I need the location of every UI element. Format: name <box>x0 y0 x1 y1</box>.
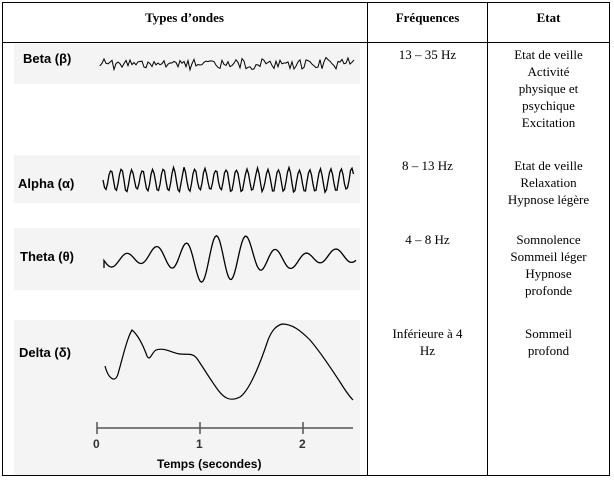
delta-state-line-2: profond <box>527 343 570 358</box>
time-tick-label-2: 2 <box>299 437 306 451</box>
theta-wave-panel <box>14 228 360 290</box>
delta-wave-panel <box>14 320 360 475</box>
header-wave-types: Types d’ondes <box>145 10 224 25</box>
beta-state: Etat de veille Activité physique et psyc… <box>488 46 609 131</box>
beta-state-line-3: physique et <box>518 81 579 96</box>
table-border-left <box>2 2 3 476</box>
theta-label: Theta (θ) <box>20 249 74 264</box>
beta-state-line-4: psychique <box>522 98 575 113</box>
alpha-state-line-2: Relaxation <box>520 175 577 190</box>
theta-state-line-1: Somnolence <box>516 232 581 247</box>
theta-state: Somnolence Sommeil léger Hypnose profond… <box>488 231 609 299</box>
time-axis-label: Temps (secondes) <box>157 457 262 471</box>
beta-state-line-5: Excitation <box>521 115 576 130</box>
beta-state-line-2: Activité <box>527 64 570 79</box>
header-separator <box>2 42 610 43</box>
beta-waveform <box>99 56 355 72</box>
time-tick-label-1: 1 <box>196 437 203 451</box>
beta-label: Beta (β) <box>23 51 72 66</box>
alpha-frequency: 8 – 13 Hz <box>402 158 453 173</box>
column-divider-2 <box>487 2 488 476</box>
table-border-bottom <box>2 475 610 476</box>
alpha-waveform <box>102 164 355 195</box>
delta-frequency: Inférieure à 4 Hz <box>368 325 487 359</box>
theta-state-line-4: profonde <box>525 283 572 298</box>
delta-waveform <box>104 323 354 401</box>
alpha-state: Etat de veille Relaxation Hypnose légère <box>488 157 609 208</box>
theta-frequency: 4 – 8 Hz <box>405 232 450 247</box>
delta-label: Delta (δ) <box>19 345 71 360</box>
theta-state-line-2: Sommeil léger <box>510 249 587 264</box>
header-frequencies: Fréquences <box>395 10 460 25</box>
table-border-top <box>2 2 610 3</box>
delta-frequency-line-2: Hz <box>419 343 436 358</box>
beta-state-line-1: Etat de veille <box>514 47 583 62</box>
beta-frequency: 13 – 35 Hz <box>398 47 457 62</box>
theta-state-line-3: Hypnose <box>525 266 572 281</box>
alpha-state-line-3: Hypnose légère <box>507 192 590 207</box>
header-state: Etat <box>536 10 561 25</box>
column-divider-1 <box>367 2 368 476</box>
delta-state-line-1: Sommeil <box>525 326 572 341</box>
table-border-right <box>609 2 610 476</box>
alpha-label: Alpha (α) <box>18 176 75 191</box>
theta-waveform <box>103 234 357 284</box>
delta-frequency-line-1: Inférieure à 4 <box>392 326 463 341</box>
alpha-state-line-1: Etat de veille <box>514 158 583 173</box>
time-tick-label-0: 0 <box>93 437 100 451</box>
delta-state: Sommeil profond <box>488 325 609 359</box>
